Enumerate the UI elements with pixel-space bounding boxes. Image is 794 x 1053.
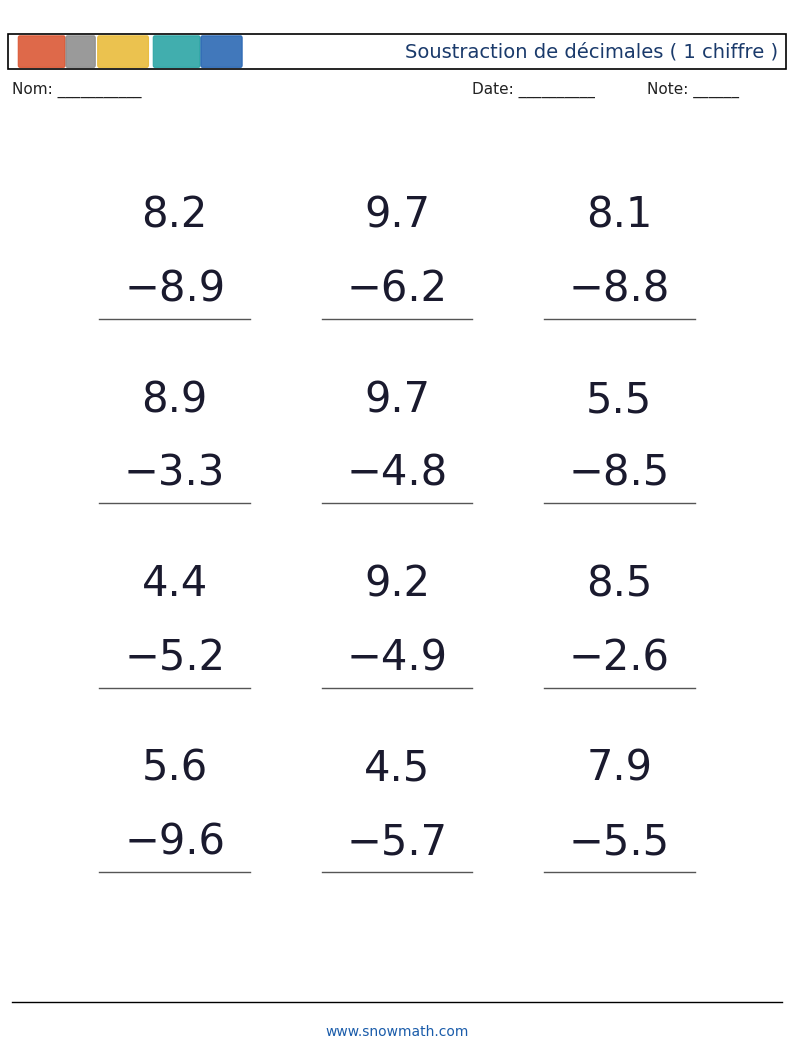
Text: 8.1: 8.1 (586, 195, 653, 237)
Text: 5.6: 5.6 (141, 748, 208, 790)
Text: Note: ______: Note: ______ (647, 81, 739, 98)
Text: Date: __________: Date: __________ (472, 81, 596, 98)
Text: Soustraction de décimales ( 1 chiffre ): Soustraction de décimales ( 1 chiffre ) (405, 42, 778, 61)
Text: −8.5: −8.5 (569, 453, 670, 495)
Text: −4.8: −4.8 (346, 453, 448, 495)
Text: −4.9: −4.9 (346, 637, 448, 679)
Text: Nom: ___________: Nom: ___________ (12, 81, 141, 98)
Text: 8.9: 8.9 (141, 379, 208, 421)
Text: 4.5: 4.5 (364, 748, 430, 790)
Text: 7.9: 7.9 (586, 748, 653, 790)
Text: −5.5: −5.5 (569, 821, 670, 863)
Text: 9.2: 9.2 (364, 563, 430, 605)
Text: −2.6: −2.6 (569, 637, 670, 679)
FancyBboxPatch shape (201, 36, 242, 67)
Text: 9.7: 9.7 (364, 195, 430, 237)
FancyBboxPatch shape (66, 36, 95, 67)
FancyBboxPatch shape (8, 34, 786, 69)
Text: 5.5: 5.5 (586, 379, 653, 421)
Text: −8.9: −8.9 (124, 269, 225, 311)
Text: 9.7: 9.7 (364, 379, 430, 421)
Text: −8.8: −8.8 (569, 269, 670, 311)
Text: −3.3: −3.3 (124, 453, 225, 495)
Text: −5.2: −5.2 (124, 637, 225, 679)
FancyBboxPatch shape (98, 36, 148, 67)
Text: 8.2: 8.2 (141, 195, 208, 237)
Text: 4.4: 4.4 (141, 563, 208, 605)
Text: −9.6: −9.6 (124, 821, 225, 863)
Text: 8.5: 8.5 (586, 563, 653, 605)
Text: −5.7: −5.7 (346, 821, 448, 863)
Text: −6.2: −6.2 (346, 269, 448, 311)
Text: www.snowmath.com: www.snowmath.com (326, 1025, 468, 1039)
FancyBboxPatch shape (153, 36, 200, 67)
FancyBboxPatch shape (18, 36, 65, 67)
